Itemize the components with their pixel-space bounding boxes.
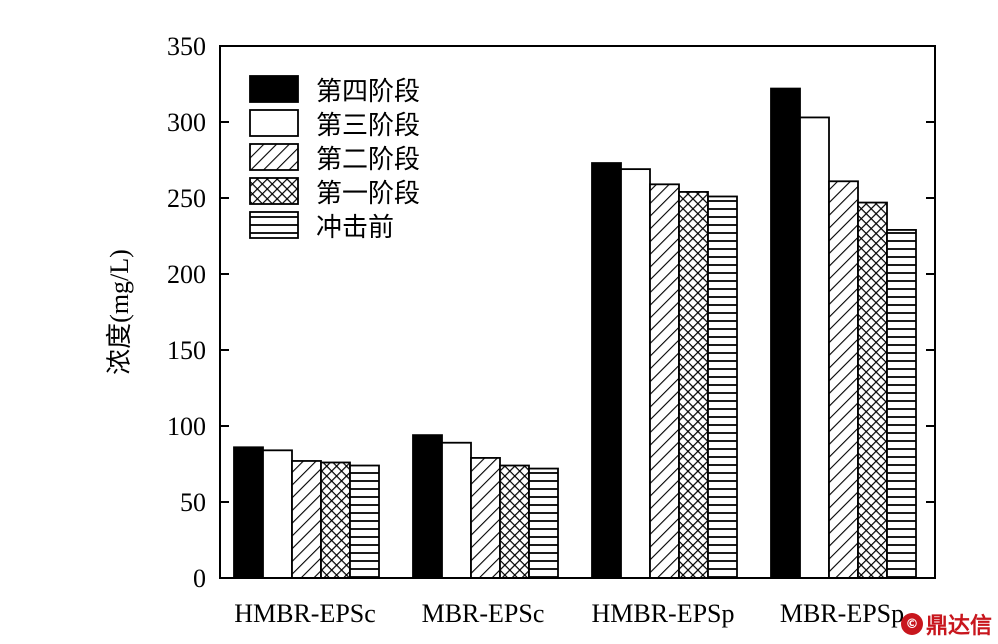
bar-HMBR-EPSp-第四阶段 — [591, 162, 622, 579]
legend-swatch — [249, 109, 299, 137]
x-tick-label: HMBR-EPSp — [591, 599, 734, 628]
axes — [219, 45, 936, 579]
y-tick-label: 150 — [167, 336, 206, 365]
bar-MBR-EPSc-第四阶段 — [412, 434, 443, 579]
plot-frame — [219, 45, 936, 579]
x-tick-label: HMBR-EPSc — [234, 599, 376, 628]
legend-swatch — [249, 75, 299, 103]
bar-HMBR-EPSp-第一阶段 — [678, 191, 709, 579]
bar-MBR-EPSp-冲击前 — [886, 229, 917, 579]
x-tick-label: MBR-EPSc — [422, 599, 545, 628]
bar-MBR-EPSp-第二阶段 — [828, 180, 859, 579]
bar-MBR-EPSp-第一阶段 — [857, 201, 888, 579]
bar-HMBR-EPSc-第一阶段 — [320, 461, 351, 579]
legend-label: 第一阶段 — [316, 179, 420, 208]
watermark-text: 鼎达信 — [925, 614, 992, 639]
bar-HMBR-EPSp-第三阶段 — [620, 168, 651, 579]
legend-label: 冲击前 — [316, 213, 394, 242]
bars — [233, 87, 917, 579]
legend-label: 第二阶段 — [316, 145, 420, 174]
x-tick-label: MBR-EPSp — [780, 599, 904, 628]
y-tick-label: 0 — [193, 564, 206, 593]
bar-MBR-EPSp-第三阶段 — [799, 116, 830, 579]
ticks: 0 50 100 150 200 250 300 350 HMBR-EPSc MBR-EPSc HM… — [167, 32, 935, 628]
y-tick-label: 250 — [167, 184, 206, 213]
legend-label: 第四阶段 — [316, 77, 420, 106]
y-tick-label: 200 — [167, 260, 206, 289]
bar-HMBR-EPSp-冲击前 — [707, 195, 738, 579]
bar-MBR-EPSc-第三阶段 — [441, 441, 472, 579]
watermark-badge-icon: © — [900, 613, 923, 635]
y-tick-label: 50 — [180, 488, 206, 517]
bar-HMBR-EPSc-第四阶段 — [233, 446, 264, 579]
bar-MBR-EPSc-冲击前 — [528, 467, 559, 579]
bar-HMBR-EPSc-第二阶段 — [291, 460, 322, 579]
y-axis-label: 浓度(mg/L) — [105, 249, 134, 375]
legend-label: 第三阶段 — [316, 111, 420, 140]
legend-swatch — [249, 211, 299, 239]
y-tick-label: 300 — [167, 108, 206, 137]
bar-HMBR-EPSc-第三阶段 — [262, 449, 293, 579]
bar-MBR-EPSp-第四阶段 — [770, 87, 801, 579]
bar-HMBR-EPSc-冲击前 — [349, 464, 380, 579]
y-axis-label-group: 浓度(mg/L) — [105, 249, 134, 375]
watermark: © 鼎达信 — [900, 608, 992, 640]
y-tick-label: 100 — [167, 412, 206, 441]
bar-HMBR-EPSp-第二阶段 — [649, 183, 680, 579]
bar-MBR-EPSc-第一阶段 — [499, 464, 530, 579]
legend-swatch — [249, 177, 299, 205]
y-tick-label: 350 — [167, 32, 206, 61]
bar-MBR-EPSc-第二阶段 — [470, 457, 501, 579]
legend-swatch — [249, 143, 299, 171]
